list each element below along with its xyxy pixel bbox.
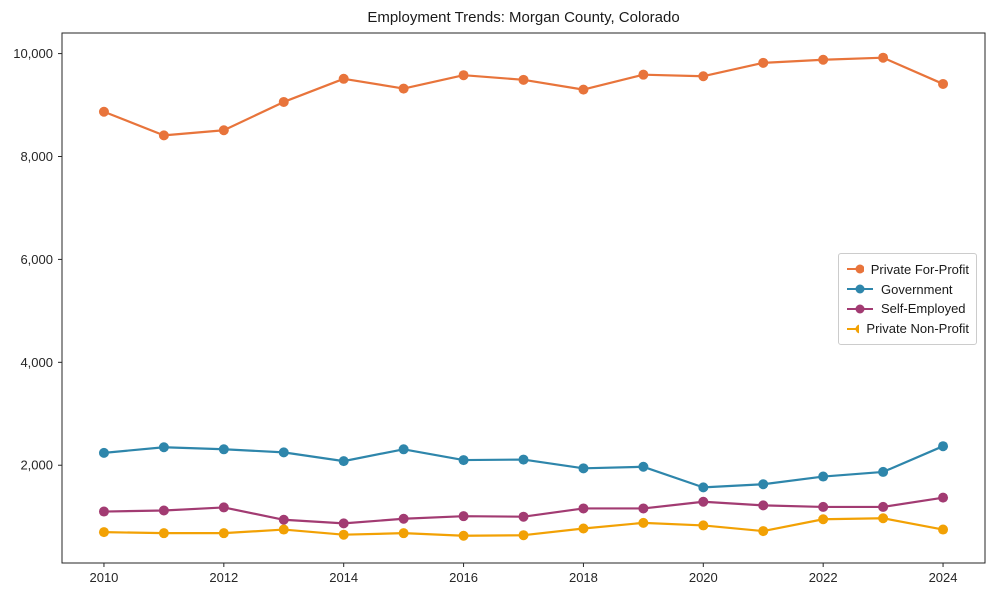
data-point (218, 125, 229, 136)
data-point (698, 71, 709, 82)
legend-item-private-non-profit: Private Non-Profit (846, 321, 969, 336)
data-point (938, 78, 949, 89)
data-point (158, 505, 169, 516)
data-point (758, 57, 769, 68)
x-tick-label: 2016 (449, 570, 478, 585)
x-tick-label: 2010 (89, 570, 118, 585)
data-point (458, 530, 469, 541)
data-point (218, 502, 229, 513)
x-axis: 2010 2012 2014 2016 2018 2020 2022 2024 (89, 563, 958, 585)
data-point (758, 500, 769, 511)
data-point (578, 503, 589, 514)
data-point (518, 511, 529, 522)
data-point (818, 501, 829, 512)
data-point (278, 96, 289, 107)
x-tick-label: 2018 (569, 570, 598, 585)
data-point (818, 54, 829, 65)
data-point (278, 447, 289, 458)
data-point (878, 52, 889, 63)
data-point (398, 513, 409, 524)
series-line-government (103, 445, 944, 489)
series-private-non-profit (98, 513, 949, 541)
data-point (818, 514, 829, 525)
data-point (758, 479, 769, 490)
x-tick-label: 2024 (929, 570, 958, 585)
data-point (698, 482, 709, 493)
data-point (98, 506, 109, 517)
data-point (698, 496, 709, 507)
data-point (98, 106, 109, 117)
legend-label: Government (881, 281, 953, 297)
data-point (878, 513, 889, 524)
data-point (158, 528, 169, 539)
data-point (878, 466, 889, 477)
legend-label: Private Non-Profit (866, 321, 969, 337)
data-point (398, 83, 409, 94)
data-point (818, 471, 829, 482)
data-point (938, 492, 949, 503)
data-point (518, 454, 529, 465)
data-point (638, 503, 649, 514)
y-tick-label: 6,000 (20, 252, 53, 267)
data-point (698, 520, 709, 531)
data-point (458, 70, 469, 81)
x-tick-label: 2022 (809, 570, 838, 585)
data-point (938, 524, 949, 535)
y-tick-label: 10,000 (13, 46, 53, 61)
chart-title: Employment Trends: Morgan County, Colora… (367, 9, 680, 26)
data-point (638, 517, 649, 528)
series-self-employed (98, 492, 949, 529)
series-line-private-for-profit (103, 56, 944, 137)
data-point (578, 463, 589, 474)
series-private-for-profit (98, 52, 949, 141)
data-point (338, 529, 349, 540)
data-point (338, 518, 349, 529)
data-point (398, 528, 409, 539)
x-tick-label: 2012 (209, 570, 238, 585)
data-point (518, 74, 529, 85)
data-point (758, 526, 769, 537)
data-point (518, 530, 529, 541)
legend-item-self-employed: Self-Employed (846, 301, 969, 316)
axes-frame (61, 32, 986, 564)
data-point (578, 523, 589, 534)
x-tick-label: 2020 (689, 570, 718, 585)
y-axis: 2,000 4,000 6,000 8,000 10,000 (13, 46, 62, 473)
data-point (158, 130, 169, 141)
legend-swatch-icon (847, 304, 873, 314)
data-point (218, 528, 229, 539)
chart-legend: Private For-Profit Government Self-Employe… (838, 253, 977, 345)
legend-swatch-icon (847, 264, 864, 274)
legend-item-government: Government (846, 282, 969, 297)
data-point (338, 456, 349, 467)
series-government (98, 441, 949, 493)
legend-swatch-icon (847, 284, 873, 294)
data-point (458, 511, 469, 522)
data-point (278, 514, 289, 525)
legend-label: Self-Employed (881, 301, 966, 317)
data-point (398, 444, 409, 455)
y-tick-label: 2,000 (20, 458, 53, 473)
data-point (458, 455, 469, 466)
y-tick-label: 8,000 (20, 149, 53, 164)
data-point (98, 447, 109, 458)
data-point (638, 461, 649, 472)
legend-swatch-icon (847, 324, 860, 334)
data-point (938, 441, 949, 452)
y-tick-label: 4,000 (20, 355, 53, 370)
data-point (338, 73, 349, 84)
legend-item-private-for-profit: Private For-Profit (846, 262, 969, 277)
legend-label: Private For-Profit (870, 261, 969, 277)
data-point (878, 501, 889, 512)
data-point (218, 444, 229, 455)
data-point (158, 442, 169, 453)
data-point (278, 524, 289, 535)
data-point (638, 69, 649, 80)
data-point (578, 84, 589, 95)
x-tick-label: 2014 (329, 570, 358, 585)
data-point (98, 527, 109, 538)
